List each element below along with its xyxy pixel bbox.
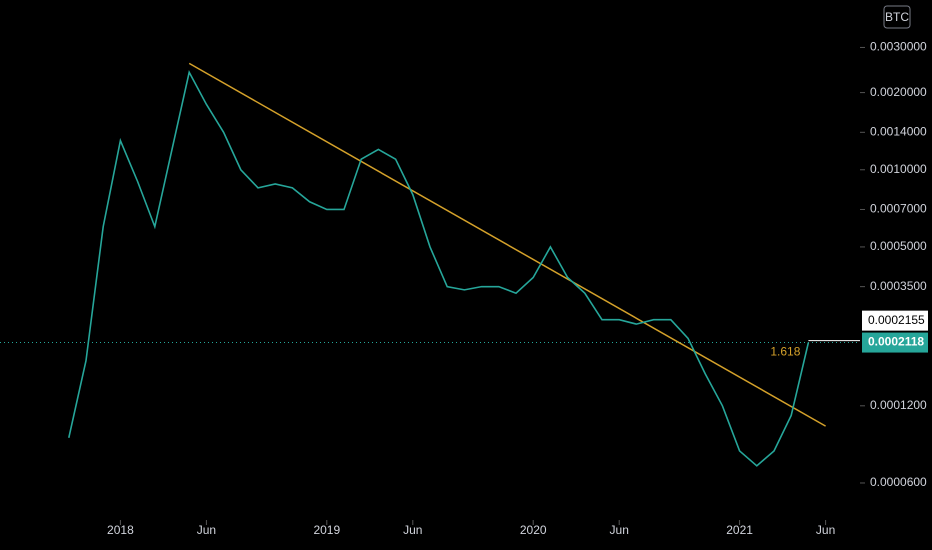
price-label-box	[862, 332, 928, 353]
y-tick-label: 0.0005000	[870, 239, 927, 253]
x-tick-label: 2020	[520, 523, 547, 537]
y-tick-label: 0.0014000	[870, 124, 927, 138]
annotation: 1.618	[770, 345, 800, 359]
y-tick-label: 0.0003500	[870, 279, 927, 293]
y-tick-label: 0.0010000	[870, 162, 927, 176]
badge: BTC	[885, 10, 909, 24]
price-label-box	[862, 310, 928, 331]
badge-box	[883, 5, 911, 29]
y-tick-label: 0.0007000	[870, 202, 927, 216]
x-tick-label: Jun	[197, 523, 216, 537]
y-tick-label: 0.0001200	[870, 398, 927, 412]
x-tick-label: 2021	[726, 523, 753, 537]
price-label: 0.0002155	[868, 313, 925, 327]
x-tick-label: 2018	[107, 523, 134, 537]
x-tick-label: Jun	[610, 523, 629, 537]
x-tick-label: 2019	[313, 523, 340, 537]
price-label: 0.0002118	[868, 335, 924, 349]
x-tick-label: Jun	[816, 523, 835, 537]
trendline	[188, 62, 826, 427]
price-line	[68, 70, 810, 467]
y-tick-label: 0.0020000	[870, 85, 927, 99]
x-tick-label: Jun	[403, 523, 422, 537]
y-tick-label: 0.0000600	[870, 475, 927, 489]
y-tick-label: 0.0030000	[870, 40, 927, 54]
